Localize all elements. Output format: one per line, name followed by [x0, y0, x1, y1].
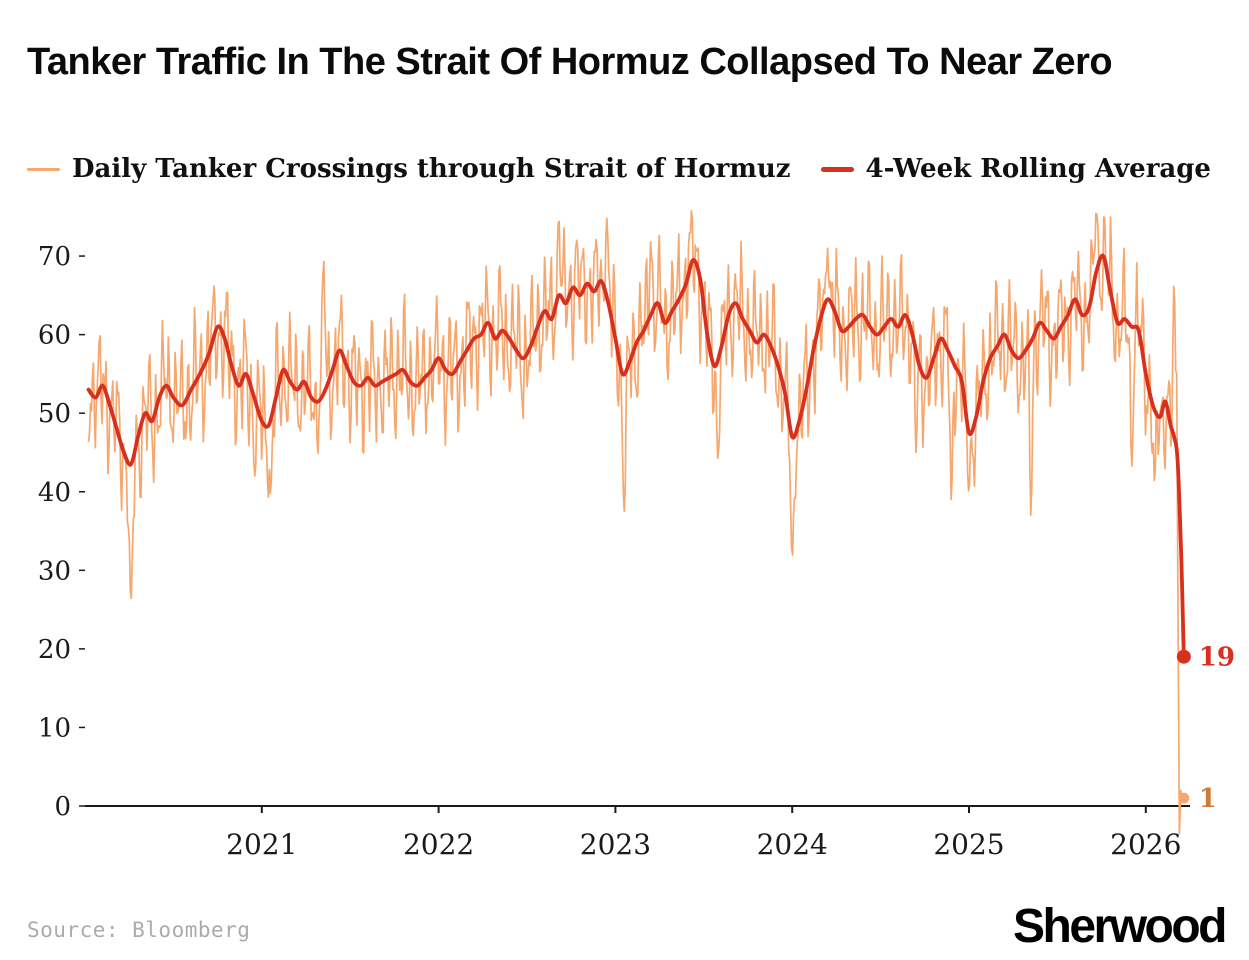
- daily-line-swatch: [27, 167, 60, 171]
- svg-text:20: 20: [38, 635, 71, 665]
- legend-item-average: 4-Week Rolling Average: [820, 154, 1211, 184]
- source-note: Source: Bloomberg: [27, 918, 251, 942]
- average-line-swatch: [820, 166, 854, 172]
- svg-text:50: 50: [38, 399, 71, 429]
- svg-text:2022: 2022: [403, 828, 474, 861]
- legend: Daily Tanker Crossings through Strait of…: [27, 154, 1211, 184]
- svg-text:0: 0: [54, 792, 71, 822]
- brand-logo: Sherwood: [1012, 900, 1228, 953]
- legend-label-daily: Daily Tanker Crossings through Strait of…: [72, 154, 791, 184]
- legend-label-average: 4-Week Rolling Average: [865, 154, 1211, 184]
- legend-item-daily: Daily Tanker Crossings through Strait of…: [27, 154, 791, 184]
- svg-text:60: 60: [38, 321, 71, 351]
- svg-text:1: 1: [1199, 784, 1217, 814]
- svg-text:2023: 2023: [580, 828, 651, 861]
- svg-text:2021: 2021: [226, 828, 297, 861]
- svg-text:2024: 2024: [757, 828, 828, 861]
- svg-text:2025: 2025: [933, 828, 1004, 861]
- svg-text:70: 70: [38, 242, 71, 272]
- svg-text:19: 19: [1199, 643, 1235, 673]
- page-title: Tanker Traffic In The Strait Of Hormuz C…: [27, 41, 1113, 84]
- svg-text:30: 30: [38, 556, 71, 586]
- svg-text:10: 10: [38, 713, 71, 743]
- svg-text:40: 40: [38, 478, 71, 508]
- svg-text:2026: 2026: [1110, 828, 1181, 861]
